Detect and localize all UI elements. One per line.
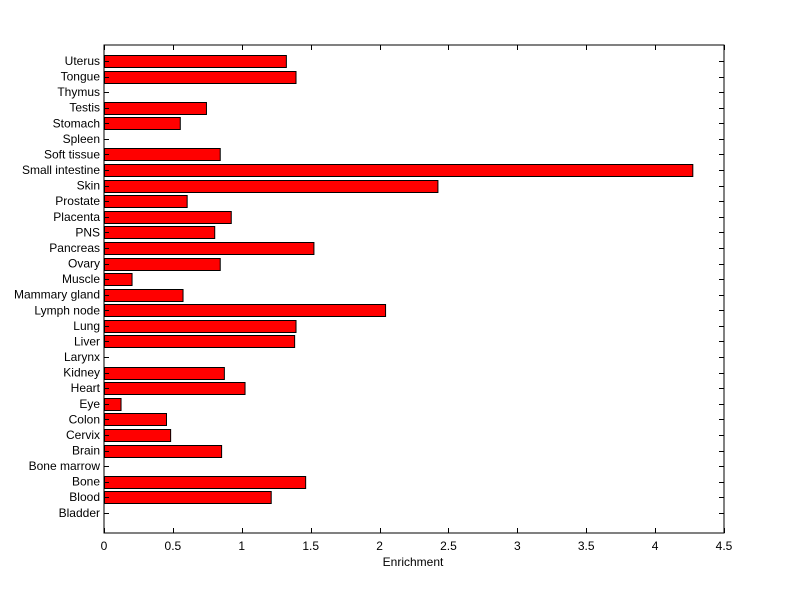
y-tick-label-placenta: Placenta bbox=[53, 210, 100, 224]
y-tick-label-muscle: Muscle bbox=[62, 272, 100, 286]
bar-mammary-gland bbox=[104, 289, 184, 302]
bar-cervix bbox=[104, 429, 172, 442]
x-tick-label-1: 0.5 bbox=[165, 539, 182, 553]
x-tick-label-4: 2 bbox=[376, 539, 383, 553]
y-tick-label-uterus: Uterus bbox=[65, 54, 100, 68]
y-tick-label-thymus: Thymus bbox=[57, 85, 100, 99]
x-axis-label: Enrichment bbox=[383, 555, 444, 569]
bar-prostate bbox=[104, 195, 188, 208]
bar-pancreas bbox=[104, 242, 315, 255]
y-tick-label-blood: Blood bbox=[69, 490, 100, 504]
bar-liver bbox=[104, 335, 296, 348]
y-tick-label-kidney: Kidney bbox=[63, 366, 100, 380]
bar-colon bbox=[104, 413, 167, 426]
y-tick-label-bladder: Bladder bbox=[59, 506, 100, 520]
bar-brain bbox=[104, 445, 223, 458]
y-tick-label-cervix: Cervix bbox=[66, 428, 100, 442]
y-tick-label-ovary: Ovary bbox=[68, 257, 100, 271]
y-tick-label-stomach: Stomach bbox=[53, 116, 100, 130]
bar-kidney bbox=[104, 367, 225, 380]
bar-pns bbox=[104, 226, 216, 239]
x-tick-label-6: 3 bbox=[514, 539, 521, 553]
bar-bone bbox=[104, 476, 307, 489]
y-tick-label-mammary-gland: Mammary gland bbox=[14, 288, 100, 302]
y-tick-label-lymph-node: Lymph node bbox=[34, 303, 100, 317]
plot-area-frame bbox=[103, 44, 725, 534]
bar-lymph-node bbox=[104, 304, 387, 317]
y-tick-label-lung: Lung bbox=[73, 319, 100, 333]
bar-heart bbox=[104, 382, 246, 395]
x-tick-label-3: 1.5 bbox=[302, 539, 319, 553]
y-tick-label-tongue: Tongue bbox=[61, 70, 101, 84]
bar-lung bbox=[104, 320, 297, 333]
bar-placenta bbox=[104, 211, 232, 224]
y-tick-label-eye: Eye bbox=[79, 397, 100, 411]
y-tick-label-bone: Bone bbox=[72, 475, 100, 489]
x-tick-label-7: 3.5 bbox=[578, 539, 595, 553]
bar-soft-tissue bbox=[104, 148, 221, 161]
y-tick-label-testis: Testis bbox=[69, 101, 100, 115]
x-tick-label-2: 1 bbox=[238, 539, 245, 553]
plot-area-background bbox=[104, 45, 724, 533]
bar-tongue bbox=[104, 71, 297, 84]
x-tick-label-5: 2.5 bbox=[440, 539, 457, 553]
bar-blood bbox=[104, 491, 272, 504]
y-tick-label-bone-marrow: Bone marrow bbox=[29, 459, 101, 473]
y-tick-label-pancreas: Pancreas bbox=[49, 241, 100, 255]
x-tick-label-0: 0 bbox=[101, 539, 108, 553]
bar-stomach bbox=[104, 117, 181, 130]
y-tick-label-liver: Liver bbox=[74, 334, 100, 348]
y-tick-label-soft-tissue: Soft tissue bbox=[44, 147, 100, 161]
bar-testis bbox=[104, 102, 207, 115]
y-tick-label-small-intestine: Small intestine bbox=[22, 163, 100, 177]
y-tick-label-pns: PNS bbox=[75, 225, 100, 239]
ticks-layer bbox=[104, 45, 725, 533]
y-tick-label-spleen: Spleen bbox=[63, 132, 100, 146]
x-tick-label-8: 4 bbox=[652, 539, 659, 553]
bar-ovary bbox=[104, 258, 221, 271]
bar-small-intestine bbox=[104, 164, 694, 177]
y-tick-label-heart: Heart bbox=[71, 381, 101, 395]
y-tick-label-prostate: Prostate bbox=[55, 194, 100, 208]
bar-skin bbox=[104, 180, 439, 193]
x-tick-label-9: 4.5 bbox=[716, 539, 733, 553]
bar-uterus bbox=[104, 55, 287, 68]
y-tick-label-brain: Brain bbox=[72, 444, 100, 458]
y-tick-label-colon: Colon bbox=[69, 412, 100, 426]
y-tick-label-skin: Skin bbox=[77, 179, 100, 193]
y-tick-label-larynx: Larynx bbox=[64, 350, 100, 364]
